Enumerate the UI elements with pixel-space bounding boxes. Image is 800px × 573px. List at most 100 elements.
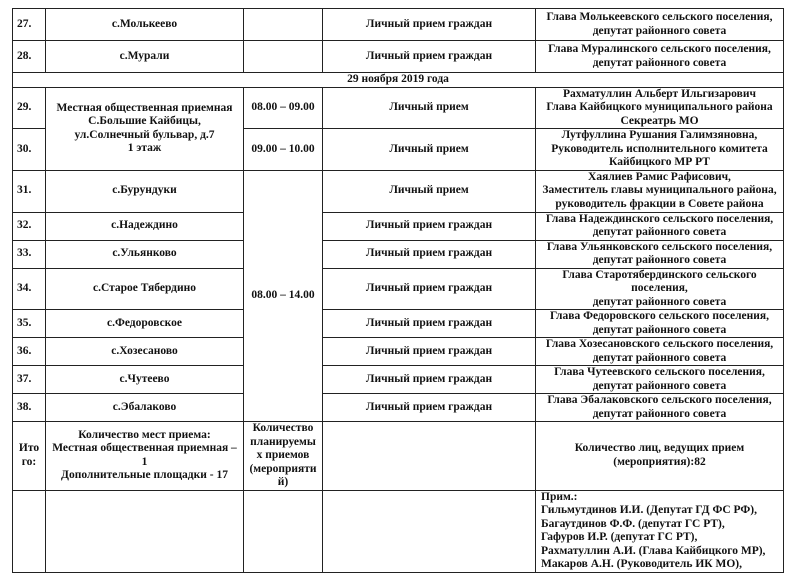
person-cell-line: депутат районного совета <box>592 351 727 364</box>
note-cell-line: Багаутдинов Ф.Ф. (депутат ГС РТ), <box>541 517 725 530</box>
planned-count-line: й) <box>277 476 289 488</box>
row-number: 27. <box>12 8 46 41</box>
place-cell: с.Федоровское <box>45 309 244 338</box>
place-cell: с.Молькеево <box>45 8 244 41</box>
place-cell: с.Бурундуки <box>45 169 244 213</box>
person-cell-line: Глава Старотябердинского сельского посел… <box>562 268 757 295</box>
person-cell-line: Глава Эбалаковского сельского поселения, <box>547 394 772 406</box>
planned-count-line: х приемов <box>256 449 310 461</box>
event-cell: Личный прием граждан <box>322 337 536 366</box>
row-number: 37. <box>12 365 46 394</box>
row-number-line: 31. <box>17 184 32 197</box>
row-number-line: 28. <box>17 49 32 62</box>
place-cell-line: с.Чутеево <box>119 372 170 385</box>
places-count: Количество мест приема: Местная обществен… <box>45 421 244 491</box>
person-cell-line: Глава Федоровского сельского поселения, <box>550 310 769 322</box>
person-cell-line: Глава Ульянковского сельского поселения, <box>546 240 773 253</box>
date-header: 29 ноября 2019 года <box>12 72 784 88</box>
persons-count-line: Количество лиц, ведущих прием <box>574 442 745 455</box>
planned-count-line: (мероприяти <box>249 462 317 475</box>
place-cell: с.Старое Тябердино <box>45 267 244 310</box>
row-number-line: 27. <box>17 17 32 30</box>
time-cell: 08.00 – 09.00 <box>243 86 323 129</box>
person-cell-line: депутат районного совета <box>592 323 727 336</box>
event-cell: Личный прием граждан <box>322 267 536 310</box>
time-cell: 08.00 – 14.00 <box>243 169 323 422</box>
person-cell-line: депутат районного совета <box>592 56 727 69</box>
person-cell: Лутфуллина Рушания Галимзяновна, Руководи… <box>535 128 784 171</box>
places-count-line: Дополнительные площадки - 17 <box>61 469 228 482</box>
table-row: 31. с.Бурундуки 08.00 – 14.00 Личный прием Х… <box>12 169 784 422</box>
event-cell-line: Личный прием <box>389 142 469 155</box>
empty-cell <box>12 489 46 573</box>
event-cell: Личный прием <box>322 169 536 213</box>
event-cell: Личный прием граждан <box>322 40 536 73</box>
row-number-line: 32. <box>17 219 32 232</box>
place-cell: с.Ульянково <box>45 239 244 269</box>
totals-label: Ито го: <box>12 421 46 491</box>
event-cell-line: Личный прием граждан <box>365 400 493 413</box>
person-cell-line: Глава Муралинского сельского поселения, <box>548 43 771 55</box>
person-cell-line: Хаялиев Рамис Рафисович, <box>588 170 731 183</box>
note-cell-line: Гильмутдинов И.И. (Депутат ГД ФС РФ), <box>541 504 757 516</box>
row-number-line: 33. <box>17 247 32 260</box>
empty-cell <box>322 489 536 573</box>
place-cell-line: с.Надеждино <box>111 219 178 232</box>
place-cell-line: с.Молькеево <box>111 17 178 30</box>
event-cell-line: Личный прием граждан <box>365 247 493 260</box>
person-cell-line: депутат районного совета <box>592 295 727 308</box>
person-cell: Глава Муралинского сельского поселения, д… <box>535 40 784 73</box>
row-number-line: 38. <box>17 400 32 413</box>
table-row: 32. с.Надеждино Личный прием граждан Глава … <box>12 211 784 241</box>
person-cell-line: Кайбицкого МР РТ <box>609 156 710 168</box>
row-number-line: 36. <box>17 344 32 357</box>
row-number: 33. <box>12 239 46 269</box>
persons-count: Количество лиц, ведущих прием (мероприяти… <box>535 421 784 491</box>
row-number: 29. <box>12 86 46 129</box>
person-cell: Глава Молькеевского сельского поселения,… <box>535 8 784 41</box>
person-cell: Рахматуллин Альберт Ильгизарович Глава Ка… <box>535 86 784 129</box>
time-cell <box>243 40 323 73</box>
note-cell-line: Прим.: <box>541 490 578 503</box>
event-cell: Личный прием граждан <box>322 8 536 41</box>
person-cell-line: депутат районного совета <box>592 407 727 420</box>
table-row: 27. с.Молькеево Личный прием граждан Глава … <box>12 8 784 41</box>
table-row: 35. с.Федоровское Личный прием граждан Глав… <box>12 309 784 338</box>
empty-cell <box>45 489 244 573</box>
person-cell: Глава Федоровского сельского поселения, д… <box>535 309 784 338</box>
person-cell-line: Глава Надеждинского сельского поселения, <box>545 212 774 225</box>
note-cell-line: Макаров А.Н. (Руководитель ИК МО), <box>541 558 742 570</box>
row-number: 34. <box>12 267 46 310</box>
row-number-line: 35. <box>17 316 32 329</box>
totals-label-line: Ито <box>18 442 40 455</box>
event-cell: Личный прием граждан <box>322 211 536 241</box>
table-row: Ито го: Количество мест приема: Местная общ… <box>12 421 784 491</box>
time-cell-line: 09.00 – 10.00 <box>251 142 315 155</box>
place-cell-line: 1 этаж <box>127 142 162 154</box>
place-cell: с.Хозесаново <box>45 337 244 366</box>
person-cell: Глава Старотябердинского сельского посел… <box>535 267 784 310</box>
table-row: 29. Местная общественная приемная С.Больши… <box>12 86 784 171</box>
place-cell-line: с.Эбалаково <box>112 400 177 413</box>
note-cell: Прим.: Гильмутдинов И.И. (Депутат ГД ФС Р… <box>535 489 784 573</box>
place-cell: с.Надеждино <box>45 211 244 241</box>
note-cell-line: Гафуров И.Р. (депутат ГС РТ), <box>541 531 698 543</box>
empty-cell <box>243 489 323 573</box>
person-cell-line: Рахматуллин Альберт Ильгизарович <box>563 87 756 100</box>
place-cell: с.Чутеево <box>45 365 244 394</box>
row-number-line: 34. <box>17 282 32 294</box>
place-cell-line: с.Бурундуки <box>112 184 177 197</box>
place-cell-line: с.Федоровское <box>106 316 183 329</box>
person-cell-line: Лутфуллина Рушания Галимзяновна, <box>561 129 758 141</box>
planned-count-line: планируемы <box>250 435 316 448</box>
table-row: Прим.: Гильмутдинов И.И. (Депутат ГД ФС Р… <box>12 489 784 573</box>
event-cell-line: Личный прием <box>389 184 469 197</box>
row-number: 31. <box>12 169 46 213</box>
planned-count-line: Количество <box>252 422 314 434</box>
row-number-line: 30. <box>17 142 32 155</box>
event-cell: Личный прием граждан <box>322 239 536 269</box>
row-number: 36. <box>12 337 46 366</box>
person-cell-line: депутат районного совета <box>592 379 727 392</box>
table-row: 33. с.Ульянково Личный прием граждан Глава … <box>12 239 784 269</box>
time-cell-line: 08.00 – 09.00 <box>251 101 315 113</box>
